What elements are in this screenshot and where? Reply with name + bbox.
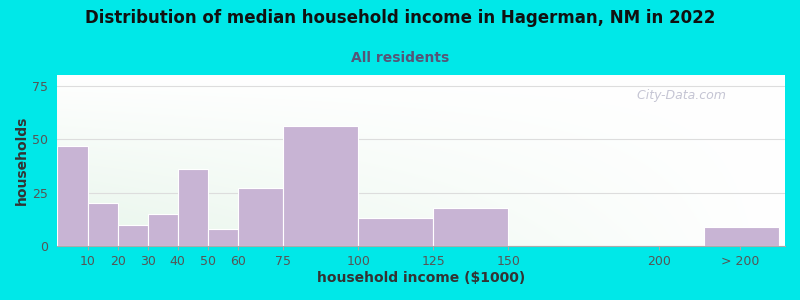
X-axis label: household income ($1000): household income ($1000) — [317, 271, 526, 285]
Bar — [238, 188, 283, 246]
Bar — [283, 126, 358, 246]
Y-axis label: households: households — [15, 116, 29, 205]
Bar — [148, 214, 178, 246]
Bar — [208, 229, 238, 246]
Bar — [704, 227, 779, 246]
Text: All residents: All residents — [351, 51, 449, 65]
Bar — [358, 218, 434, 246]
Text: City-Data.com: City-Data.com — [625, 89, 726, 102]
Bar — [87, 203, 118, 246]
Text: Distribution of median household income in Hagerman, NM in 2022: Distribution of median household income … — [85, 9, 715, 27]
Bar — [434, 208, 509, 246]
Bar — [118, 225, 148, 246]
Bar — [178, 169, 208, 246]
Bar — [58, 146, 87, 246]
